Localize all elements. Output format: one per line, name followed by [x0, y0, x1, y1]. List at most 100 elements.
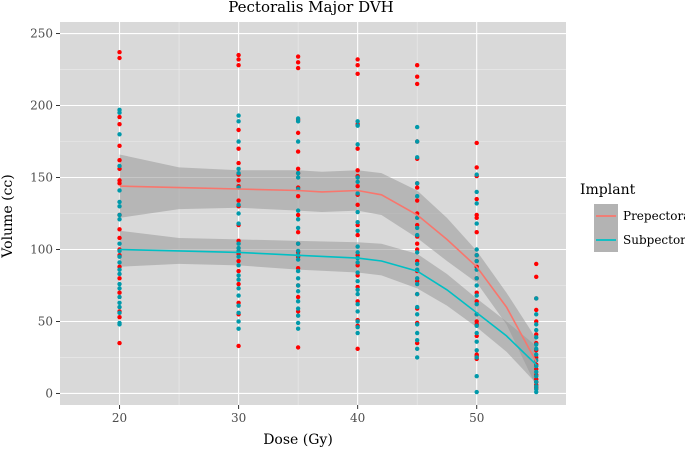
data-point-prepectoral	[414, 62, 420, 68]
data-point-subpectoral	[474, 293, 479, 298]
data-point-prepectoral	[414, 241, 420, 246]
confidence-band-prepectoral	[119, 154, 537, 387]
data-point-subpectoral	[236, 113, 241, 118]
data-point-subpectoral	[295, 208, 301, 213]
data-point-subpectoral	[117, 281, 122, 287]
data-point-subpectoral	[474, 201, 479, 206]
data-point-subpectoral	[414, 330, 420, 336]
data-point-subpectoral	[355, 219, 360, 225]
data-point-subpectoral	[236, 166, 241, 172]
data-point-subpectoral	[236, 293, 241, 298]
data-point-prepectoral	[534, 274, 539, 280]
data-point-prepectoral	[474, 165, 479, 170]
data-point-prepectoral	[295, 149, 301, 154]
data-point-subpectoral	[117, 271, 122, 277]
data-point-subpectoral	[117, 217, 122, 222]
y-tick-label: 100	[30, 242, 53, 256]
data-point-prepectoral	[534, 261, 539, 267]
data-point-subpectoral	[414, 155, 420, 160]
data-point-subpectoral	[295, 313, 301, 318]
data-point-prepectoral	[355, 183, 360, 189]
data-point-prepectoral	[355, 202, 360, 208]
data-point-subpectoral	[355, 287, 360, 293]
y-tick-label: 200	[30, 99, 53, 113]
data-point-subpectoral	[355, 175, 360, 180]
data-point-prepectoral	[236, 281, 241, 287]
data-point-subpectoral	[295, 283, 301, 288]
data-point-subpectoral	[534, 352, 539, 357]
data-point-subpectoral	[117, 267, 122, 272]
data-point-prepectoral	[474, 140, 479, 146]
data-point-subpectoral	[236, 221, 241, 226]
data-point-prepectoral	[295, 65, 301, 71]
data-point-subpectoral	[534, 389, 539, 395]
data-point-prepectoral	[236, 268, 241, 274]
data-point-subpectoral	[117, 260, 122, 265]
data-point-subpectoral	[414, 225, 420, 231]
smooth-line-subpectoral	[119, 248, 537, 366]
data-point-prepectoral	[236, 178, 241, 183]
data-point-subpectoral	[414, 194, 420, 199]
data-point-subpectoral	[117, 199, 122, 205]
data-point-subpectoral	[355, 123, 360, 128]
y-axis-title: Volume (cc)	[0, 174, 16, 258]
data-point-prepectoral	[117, 235, 122, 241]
data-point-subpectoral	[236, 303, 241, 308]
data-point-subpectoral	[295, 268, 301, 274]
data-point-prepectoral	[414, 81, 420, 87]
data-point-subpectoral	[117, 322, 122, 327]
confidence-band-subpectoral	[119, 230, 537, 384]
data-point-subpectoral	[117, 241, 122, 246]
x-tick-label: 30	[231, 411, 246, 425]
data-point-prepectoral	[355, 146, 360, 151]
data-point-subpectoral	[474, 189, 479, 195]
data-point-subpectoral	[414, 276, 420, 281]
data-point-prepectoral	[117, 340, 122, 346]
data-point-subpectoral	[117, 300, 122, 305]
data-point-subpectoral	[534, 335, 539, 340]
data-point-subpectoral	[534, 379, 539, 385]
data-point-subpectoral	[117, 163, 122, 169]
data-point-subpectoral	[117, 212, 122, 218]
data-point-prepectoral	[355, 346, 360, 352]
data-point-subpectoral	[474, 221, 479, 226]
data-point-prepectoral	[236, 198, 241, 203]
data-point-subpectoral	[355, 325, 360, 330]
data-point-subpectoral	[117, 294, 122, 300]
data-point-subpectoral	[414, 250, 420, 255]
data-point-subpectoral	[414, 261, 420, 267]
legend-title: Implant	[580, 182, 636, 198]
data-point-prepectoral	[117, 227, 122, 232]
data-point-subpectoral	[295, 276, 301, 281]
x-tick-label: 20	[112, 411, 127, 425]
data-point-subpectoral	[117, 310, 122, 316]
data-point-subpectoral	[534, 374, 539, 379]
data-point-subpectoral	[414, 355, 420, 360]
data-point-subpectoral	[474, 355, 479, 360]
data-point-subpectoral	[355, 250, 360, 255]
data-point-subpectoral	[236, 241, 241, 246]
data-point-subpectoral	[534, 363, 539, 369]
data-point-subpectoral	[474, 348, 479, 353]
axes: 20 30 40 50 0 50 100 150 200 250	[30, 27, 484, 425]
chart-title: Pectoralis Major DVH	[228, 0, 394, 16]
data-point-prepectoral	[414, 74, 420, 79]
data-point-subpectoral	[117, 204, 122, 209]
data-points	[117, 50, 539, 395]
data-point-prepectoral	[295, 130, 301, 136]
data-point-subpectoral	[355, 309, 360, 314]
data-point-subpectoral	[295, 139, 301, 144]
data-point-prepectoral	[295, 54, 301, 59]
data-point-subpectoral	[474, 172, 479, 177]
data-point-subpectoral	[414, 291, 420, 297]
data-point-subpectoral	[534, 346, 539, 352]
data-point-subpectoral	[355, 270, 360, 275]
y-tick-label: 150	[30, 171, 53, 185]
data-point-prepectoral	[474, 196, 479, 202]
smooth-lines	[119, 185, 537, 366]
data-point-prepectoral	[414, 198, 420, 203]
data-point-subpectoral	[295, 170, 301, 176]
data-point-prepectoral	[295, 294, 301, 300]
data-point-subpectoral	[117, 286, 122, 291]
